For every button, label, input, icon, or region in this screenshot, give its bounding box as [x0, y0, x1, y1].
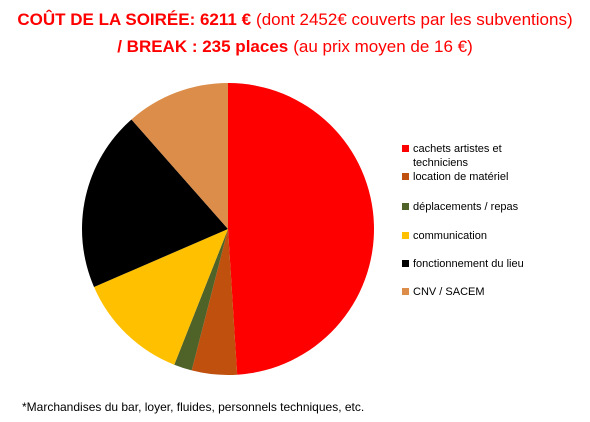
- title-normal: (dont 2452€ couverts par les subventions…: [256, 10, 573, 29]
- legend-swatch: [402, 288, 409, 295]
- legend-label: location de matériel: [413, 171, 509, 183]
- legend-label: communication: [413, 230, 487, 242]
- pie-slice: [174, 229, 228, 371]
- pie-slice: [82, 119, 229, 287]
- legend-swatch: [402, 145, 409, 152]
- pie-slice: [94, 229, 228, 365]
- title-normal: (au prix moyen de 16 €): [293, 37, 473, 56]
- legend-swatch: [402, 232, 409, 239]
- pie-slice: [191, 229, 238, 375]
- title-line: COÛT DE LA SOIRÉE: 6211 € (dont 2452€ cou…: [0, 6, 590, 33]
- legend-swatch: [402, 203, 409, 210]
- title-line: / BREAK : 235 places (au prix moyen de 16…: [0, 33, 590, 60]
- title-bold: COÛT DE LA SOIRÉE: 6211 €: [17, 10, 252, 29]
- legend-swatch: [402, 173, 409, 180]
- legend-label: déplacements / repas: [413, 201, 519, 213]
- pie-slice: [228, 83, 375, 375]
- footnote: *Marchandises du bar, loyer, fluides, pe…: [22, 400, 365, 414]
- legend-label: cachets artistes et techniciens: [413, 143, 502, 169]
- legend-swatch: [402, 260, 409, 267]
- pie-slice: [131, 83, 228, 229]
- chart-title: COÛT DE LA SOIRÉE: 6211 € (dont 2452€ cou…: [0, 6, 590, 60]
- legend-label: fonctionnement du lieu: [413, 258, 524, 270]
- legend-label: CNV / SACEM: [413, 286, 485, 298]
- title-bold: / BREAK : 235 places: [117, 37, 289, 56]
